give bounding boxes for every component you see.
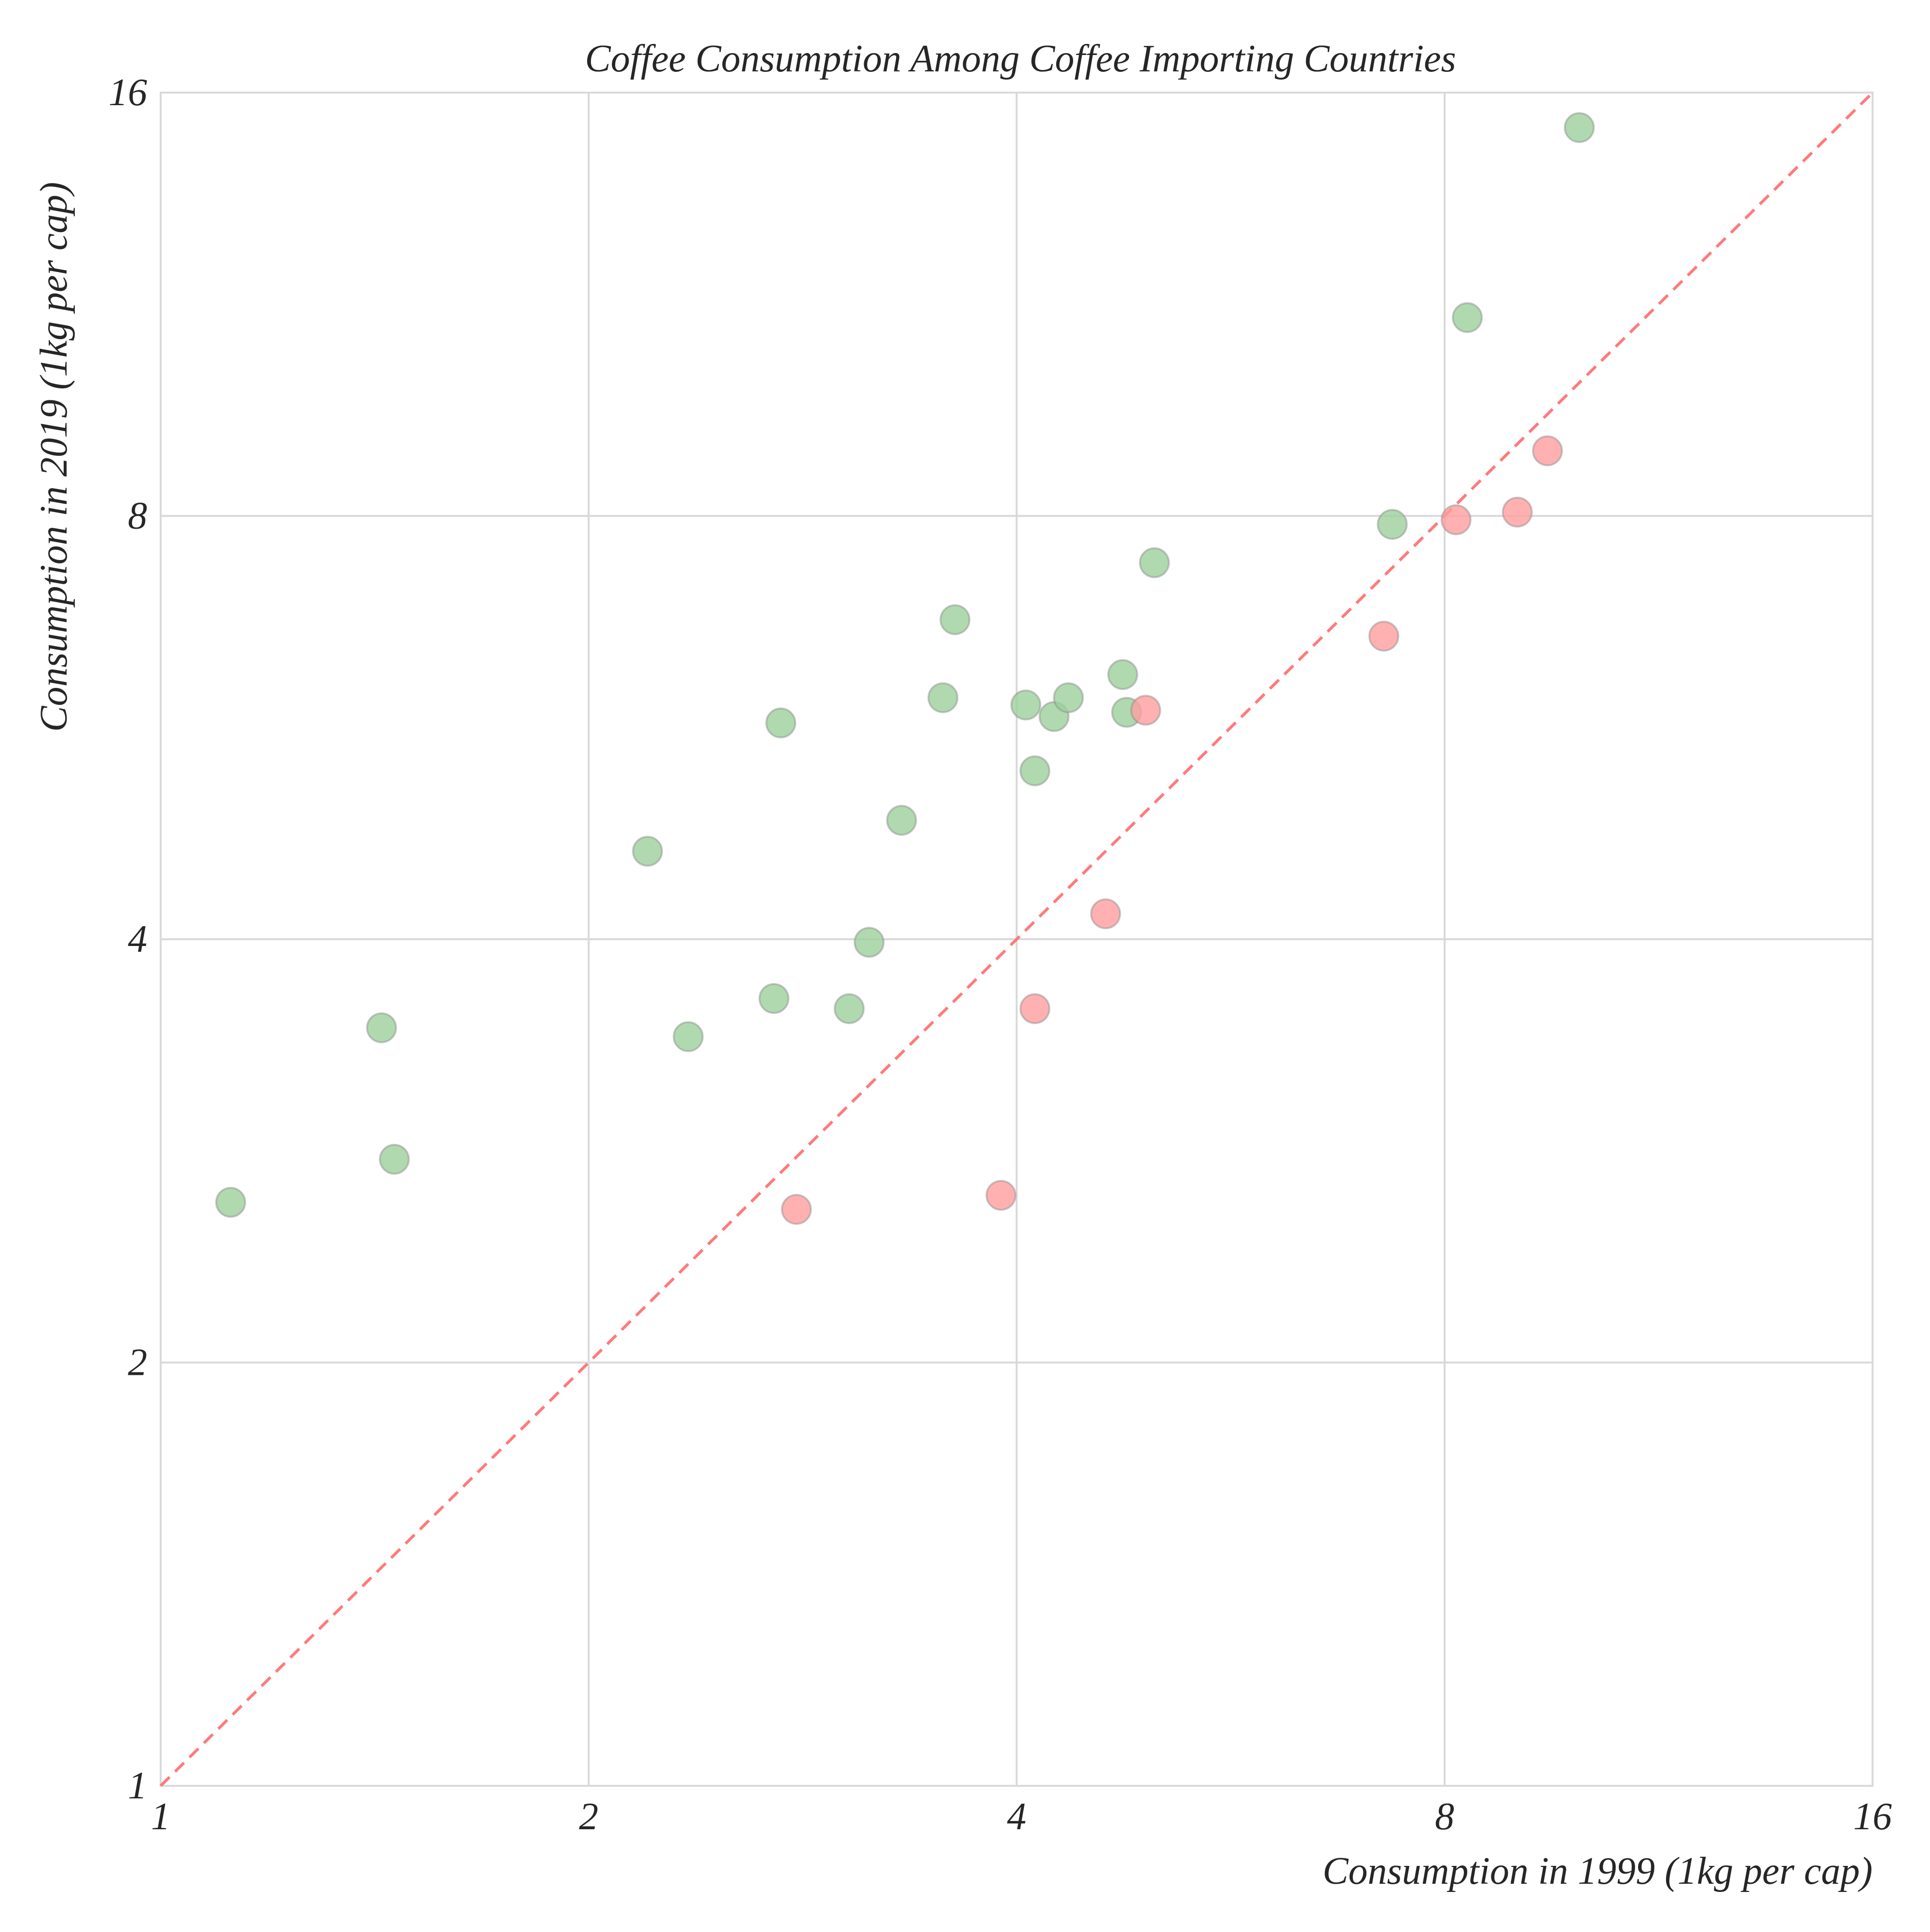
data-point [886,805,917,836]
data-point [1019,755,1050,786]
data-point [673,1021,704,1053]
x-tick-labels: 1 2 4 8 16 [151,1795,1892,1838]
data-point [758,983,790,1014]
data-point [781,1194,812,1225]
x-tick-label: 2 [579,1795,598,1838]
data-point [765,707,797,739]
chart-title: Coffee Consumption Among Coffee Importin… [585,38,1456,80]
x-axis-label: Consumption in 1999 (1kg per cap) [1323,1850,1873,1892]
data-point [1532,435,1563,466]
x-tick-label: 1 [151,1795,170,1838]
data-point [1053,682,1084,713]
y-axis-label: Consumption in 2019 (1kg per cap) [33,182,75,732]
data-point [1452,302,1483,333]
data-point [1502,496,1533,528]
data-point [1090,898,1121,930]
data-point [1107,659,1138,690]
y-tick-label: 16 [109,71,147,114]
data-point [1019,993,1050,1024]
y-tick-label: 4 [128,918,147,960]
y-tick-label: 8 [128,495,147,537]
data-point [985,1179,1017,1211]
data-point [1440,504,1472,535]
y-tick-label: 1 [128,1765,147,1807]
x-tick-label: 8 [1435,1795,1454,1838]
data-point [834,993,865,1024]
reference-line-y-equals-x [159,91,1874,1787]
data-points [215,112,1595,1225]
data-point [379,1144,410,1175]
data-point [854,927,885,958]
data-point [1139,547,1170,578]
y-tick-labels: 1 2 4 8 16 [109,71,147,1807]
x-tick-label: 16 [1853,1795,1892,1838]
plot-frame [160,92,1874,1787]
data-point [939,604,971,635]
data-point [215,1187,247,1218]
x-tick-label: 4 [1007,1795,1026,1838]
data-point [1377,509,1408,540]
data-point [927,682,959,713]
data-point [632,836,663,867]
data-point [1564,112,1595,143]
data-point [1368,620,1400,652]
data-point [366,1012,397,1043]
data-point [1010,689,1042,721]
data-point [1130,695,1161,726]
y-tick-label: 2 [128,1342,147,1384]
